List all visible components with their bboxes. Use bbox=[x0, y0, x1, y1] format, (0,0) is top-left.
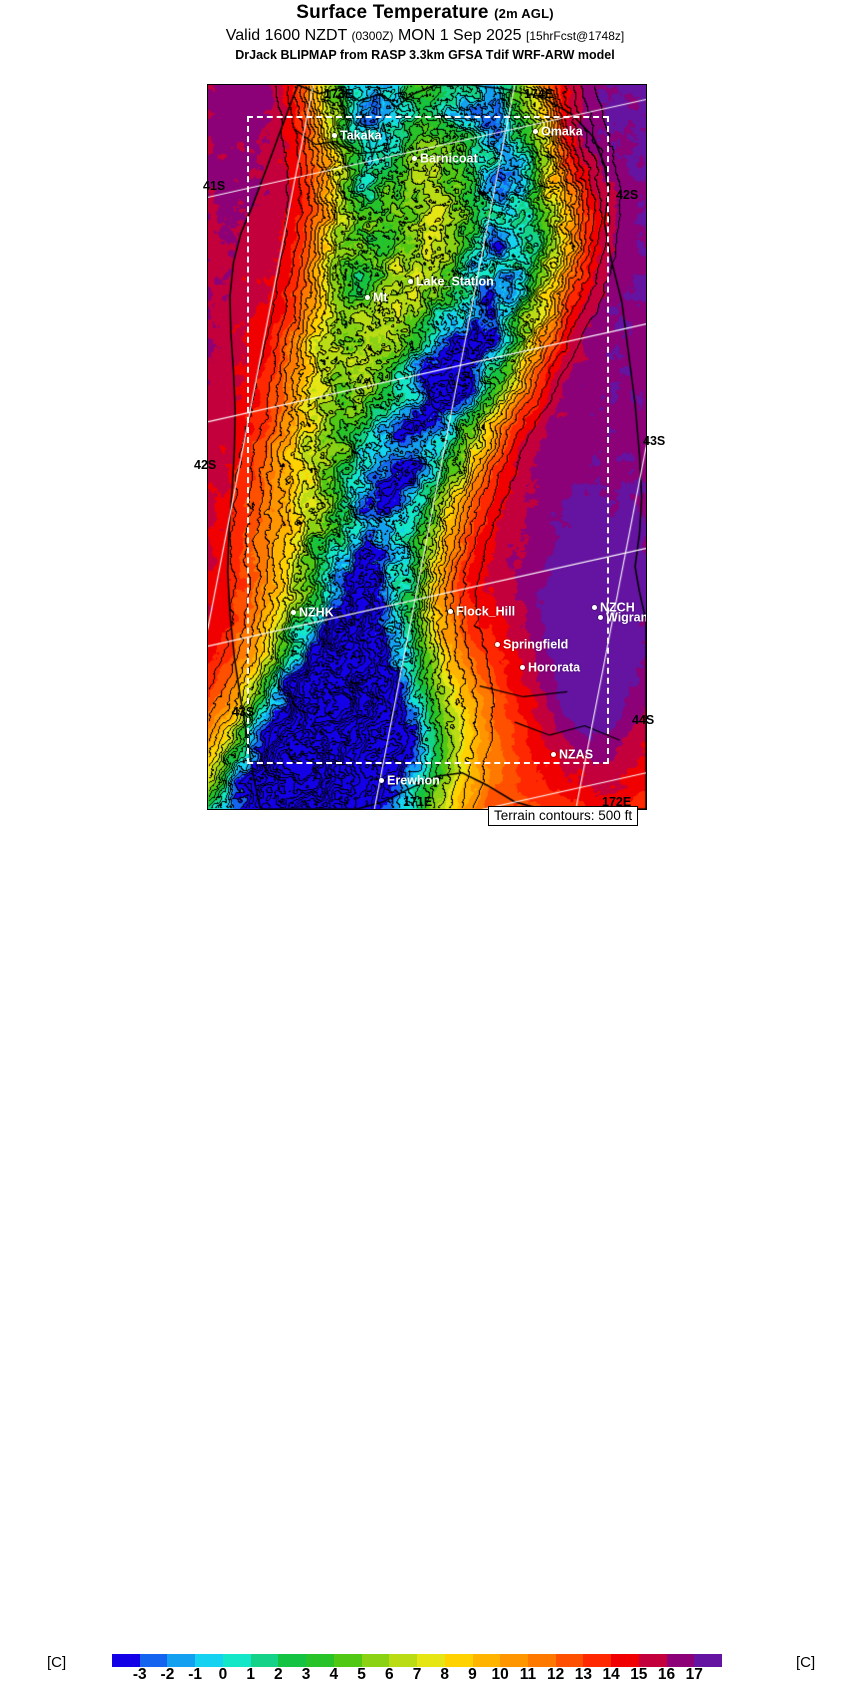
graticule-label: 43S bbox=[643, 434, 666, 448]
colorbar-unit-right: [C] bbox=[796, 1654, 816, 1671]
colorbar-tick: 0 bbox=[218, 1666, 228, 1683]
valid-local-time: Valid 1600 NZDT bbox=[225, 27, 347, 44]
title-block: Surface Temperature (2m AGL) Valid 1600 … bbox=[0, 2, 850, 64]
valid-utc-time: (0300Z) bbox=[351, 29, 394, 43]
page-title: Surface Temperature (2m AGL) bbox=[0, 2, 850, 25]
colorbar-tick: 6 bbox=[384, 1666, 394, 1683]
graticule-label: 42S bbox=[194, 458, 217, 472]
colorbar-tick: 4 bbox=[329, 1666, 339, 1683]
title-main: Surface Temperature bbox=[296, 2, 489, 23]
colorbar-tick: 8 bbox=[440, 1666, 450, 1683]
colorbar-tick: 16 bbox=[657, 1666, 676, 1683]
colorbar-tick: 15 bbox=[630, 1666, 648, 1683]
graticule-label: 43S bbox=[232, 705, 255, 719]
forecast-stamp: [15hrFcst@1748z] bbox=[526, 29, 625, 43]
temperature-field-canvas bbox=[208, 85, 646, 809]
colorbar-tick: 10 bbox=[491, 1666, 509, 1683]
graticule-label: 41S bbox=[203, 179, 226, 193]
temperature-map[interactable]: Takaka Omaka Barnicoat Lake_Station Mt NZHK Fl… bbox=[207, 84, 647, 810]
colorbar-unit-left: [C] bbox=[47, 1654, 67, 1671]
title-main-suffix: (2m AGL) bbox=[494, 6, 554, 21]
colorbar-tick: 11 bbox=[519, 1666, 537, 1683]
colorbar-tick: 5 bbox=[357, 1666, 366, 1683]
graticule-label: 44S bbox=[632, 713, 655, 727]
colorbar-tick: 1 bbox=[246, 1666, 255, 1683]
colorbar-tick: -2 bbox=[160, 1666, 175, 1683]
colorbar-tick: -3 bbox=[132, 1666, 147, 1683]
colorbar-tick: 9 bbox=[468, 1666, 477, 1683]
colorbar-tick: 7 bbox=[412, 1666, 422, 1683]
colorbar-tick: 2 bbox=[274, 1666, 283, 1683]
colorbar-tick: 14 bbox=[602, 1666, 620, 1683]
colorbar-tick: 17 bbox=[685, 1666, 703, 1683]
model-source-line: DrJack BLIPMAP from RASP 3.3km GFSA Tdif… bbox=[235, 48, 615, 62]
colorbar-tick: 12 bbox=[547, 1666, 565, 1683]
valid-date: MON 1 Sep 2025 bbox=[397, 27, 522, 44]
valid-time-line: Valid 1600 NZDT (0300Z) MON 1 Sep 2025 [… bbox=[0, 25, 850, 47]
colorbar-region: [C] [C] -3 -2 -1 0 1 2 3 4 5 6 7 8 9 10 11 12 13 14 15 16 17 bbox=[0, 826, 850, 1683]
forecast-domain-box bbox=[247, 116, 609, 764]
colorbar-tick-labels: -3 -2 -1 0 1 2 3 4 5 6 7 8 9 10 11 12 13 14 15 16 17 bbox=[112, 1666, 722, 1686]
terrain-contour-note: Terrain contours: 500 ft bbox=[488, 806, 639, 826]
graticule-label: 42S bbox=[616, 188, 639, 202]
colorbar-tick: 13 bbox=[574, 1666, 592, 1683]
colorbar-tick: 3 bbox=[301, 1666, 311, 1683]
colorbar-tick: -1 bbox=[188, 1666, 203, 1683]
